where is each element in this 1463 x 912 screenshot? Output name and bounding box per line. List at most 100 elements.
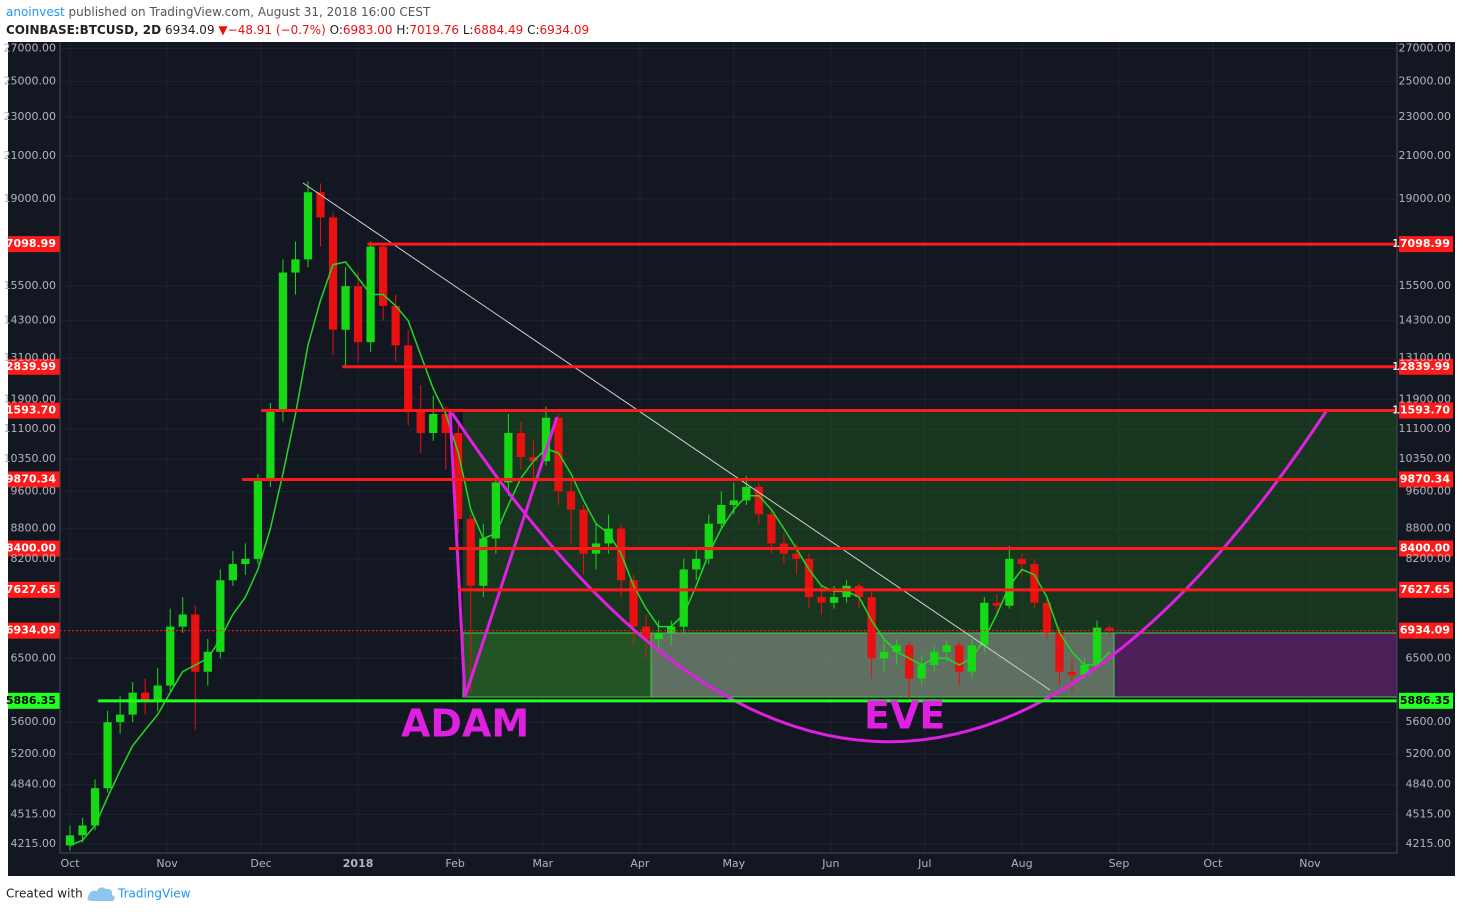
- candle-body: [754, 486, 764, 515]
- y-tick-label: 9600.00: [1406, 484, 1452, 497]
- candle-body: [1067, 671, 1077, 676]
- y-tick-label: 21000.00: [4, 149, 57, 162]
- candle-body: [65, 835, 75, 846]
- x-tick-label: Oct: [61, 857, 81, 870]
- candle-body: [541, 417, 551, 462]
- candle-body: [1105, 627, 1114, 631]
- level-label: 11593.70: [1392, 404, 1450, 417]
- level-label-box: [1399, 471, 1453, 488]
- candle-body: [867, 597, 876, 659]
- candle-body: [1042, 602, 1052, 633]
- level-label-box: [8, 581, 60, 598]
- candle-body: [566, 491, 576, 510]
- candle-body: [303, 192, 313, 260]
- level-label: 8400.00: [1400, 542, 1450, 555]
- level-label: 5886.35: [1400, 694, 1450, 707]
- eve-curve: [450, 409, 1329, 744]
- candle-body: [466, 518, 475, 586]
- candle-body: [829, 597, 839, 603]
- candle-body: [516, 433, 526, 458]
- candle-body: [667, 626, 676, 633]
- annotation: ADAM: [401, 702, 529, 746]
- y-tick-label: 10350.00: [4, 452, 57, 465]
- candle-body: [90, 788, 100, 826]
- candle-body: [178, 614, 187, 627]
- x-tick-label: Nov: [1299, 857, 1321, 870]
- x-tick-label: 2018: [343, 857, 374, 870]
- candle-body: [579, 509, 588, 554]
- candle-body: [228, 564, 237, 581]
- candle-body: [253, 478, 263, 559]
- y-tick-label: 11900.00: [1399, 392, 1452, 405]
- candle-body: [692, 558, 701, 570]
- candle-body: [1030, 564, 1039, 603]
- y-tick-label: 11900.00: [4, 392, 57, 405]
- candle-body: [804, 558, 814, 598]
- candle-body: [879, 651, 889, 659]
- candle-body: [216, 580, 225, 652]
- overlays: [302, 182, 1329, 744]
- level-label-box: [8, 540, 60, 557]
- candle-body: [291, 259, 300, 273]
- author[interactable]: anoinvest: [6, 5, 65, 19]
- candle-body: [817, 597, 826, 603]
- candle-body: [767, 514, 776, 544]
- level-label: 7627.65: [1400, 583, 1450, 596]
- candle-body: [203, 651, 212, 672]
- level-label: 8400.00: [6, 542, 56, 555]
- level-label: 17098.99: [0, 237, 56, 250]
- footer-brand[interactable]: TradingView: [117, 887, 191, 901]
- header-line: anoinvest published on TradingView.com, …: [6, 5, 431, 19]
- level-label-box: [8, 692, 60, 709]
- y-tick-label: 8200.00: [11, 552, 57, 565]
- level-label: 17098.99: [1392, 237, 1450, 250]
- ohlc-c: 6934.09: [539, 23, 589, 37]
- y-tick-label: 13100.00: [1399, 351, 1452, 364]
- candle-body: [554, 417, 563, 492]
- y-tick-label: 8800.00: [1406, 522, 1452, 535]
- axes: 27000.00 27000.00 25000.00 25000.00 23000.00…: [4, 41, 1452, 870]
- candle-body: [729, 500, 738, 505]
- y-tick-label: 15500.00: [4, 279, 57, 292]
- candles: [65, 181, 1114, 851]
- y-tick-label: 5200.00: [11, 747, 57, 760]
- candle-body: [391, 305, 400, 346]
- level-label: 12839.99: [1392, 360, 1450, 373]
- x-tick-label: Sep: [1109, 857, 1130, 870]
- symbol: COINBASE:BTCUSD, 2D: [6, 23, 161, 37]
- level-label: 7627.65: [6, 583, 56, 596]
- candle-body: [328, 217, 338, 330]
- y-tick-label: 19000.00: [4, 192, 57, 205]
- footer-text: Created with: [6, 887, 83, 901]
- level-label-box: [1399, 358, 1453, 375]
- y-tick-label: 25000.00: [4, 74, 57, 87]
- candle-body: [792, 553, 801, 559]
- range-box: [462, 632, 652, 698]
- level-label: 9870.34: [1400, 472, 1450, 485]
- x-tick-label: Jun: [821, 857, 839, 870]
- y-tick-label: 23000.00: [1399, 110, 1452, 123]
- ohlc-c-label: C:: [527, 23, 539, 37]
- y-tick-label: 5200.00: [1406, 747, 1452, 760]
- x-tick-label: Oct: [1203, 857, 1223, 870]
- candle-body: [642, 626, 651, 640]
- symbol-line: COINBASE:BTCUSD, 2D 6934.09 ▼−48.91 (−0.…: [6, 23, 589, 37]
- y-tick-label: 10350.00: [1399, 452, 1452, 465]
- candle-body: [454, 433, 463, 519]
- x-tick-label: Nov: [156, 857, 178, 870]
- drawings: [462, 411, 1397, 698]
- candle-body: [266, 410, 275, 479]
- y-tick-label: 14300.00: [1399, 314, 1452, 327]
- x-tick-label: Jul: [917, 857, 931, 870]
- x-tick-label: Dec: [250, 857, 271, 870]
- candle-body: [917, 664, 926, 679]
- candle-body: [191, 614, 200, 672]
- price: 6934.09: [165, 23, 215, 37]
- candle-body: [717, 504, 726, 524]
- candle-body: [629, 580, 638, 627]
- candle-body: [1017, 558, 1027, 565]
- moving-average: [69, 261, 1111, 847]
- change: −48.91 (−0.7%): [228, 23, 326, 37]
- y-tick-label: 27000.00: [1399, 41, 1452, 54]
- level-label-box: [8, 358, 60, 375]
